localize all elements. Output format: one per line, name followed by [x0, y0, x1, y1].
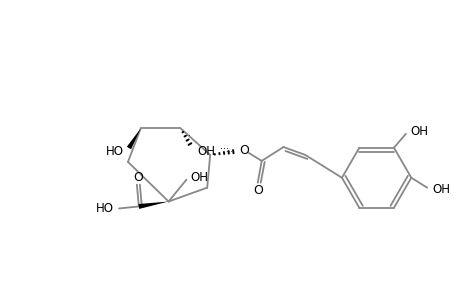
Polygon shape [127, 128, 140, 149]
Text: OH: OH [410, 125, 428, 138]
Polygon shape [138, 202, 168, 209]
Text: ···: ··· [183, 132, 191, 141]
Text: OH: OH [190, 171, 208, 184]
Text: ···: ··· [224, 148, 232, 158]
Text: O: O [133, 171, 142, 184]
Text: HO: HO [106, 146, 124, 158]
Text: O: O [252, 184, 262, 197]
Text: OH: OH [197, 146, 215, 158]
Text: O: O [238, 145, 248, 158]
Text: ···: ··· [219, 144, 228, 154]
Text: OH: OH [431, 183, 449, 196]
Text: HO: HO [96, 202, 114, 215]
